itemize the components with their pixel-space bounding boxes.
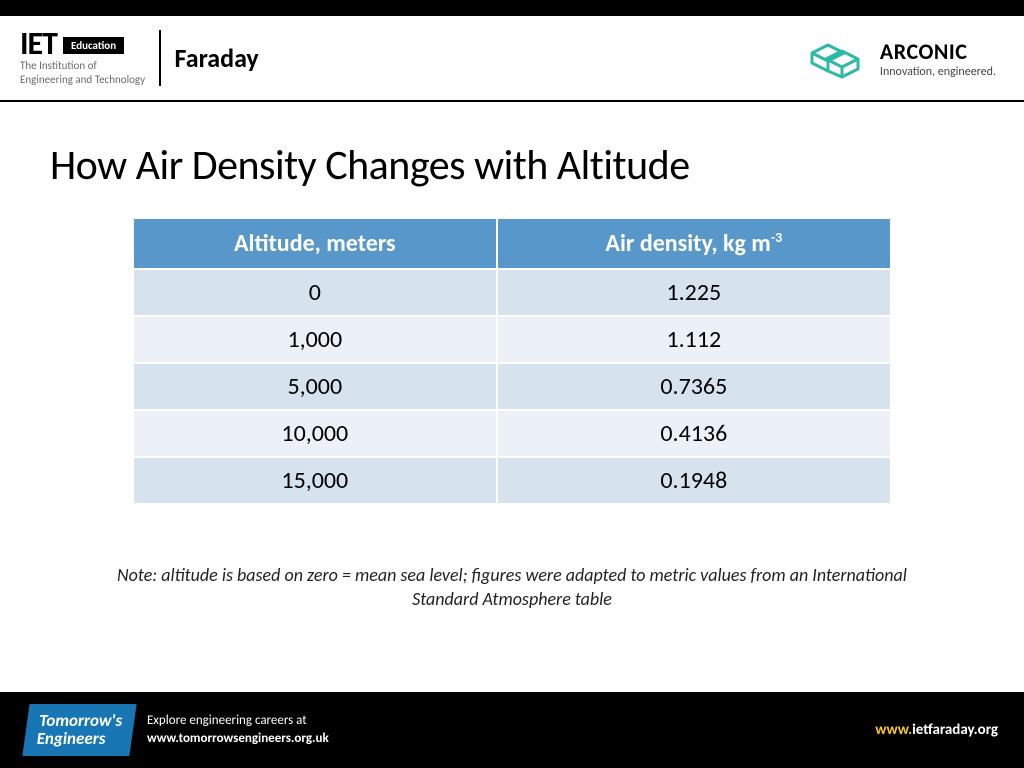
iet-logo: IET Education The Institution of Enginee… <box>20 30 145 87</box>
table-cell: 0.4136 <box>497 410 891 457</box>
arconic-tagline: Innovation, engineered. <box>880 65 996 79</box>
iet-mark: IET <box>20 30 57 59</box>
col-header-density: Air density, kg m-3 <box>497 218 891 269</box>
footer-left: Tomorrow's Engineers Explore engineering… <box>26 704 329 756</box>
footer-url: www.ietfaraday.org <box>875 721 998 739</box>
table-row: 10,0000.4136 <box>133 410 891 457</box>
air-density-table: Altitude, meters Air density, kg m-3 01.… <box>132 217 892 505</box>
footer-explore: Explore engineering careers at www.tomor… <box>147 712 329 747</box>
table-cell: 1.225 <box>497 269 891 316</box>
explore-line1: Explore engineering careers at <box>147 712 329 730</box>
main-content: How Air Density Changes with Altitude Al… <box>0 102 1024 692</box>
header: IET Education The Institution of Enginee… <box>0 16 1024 102</box>
arconic-icon <box>804 37 866 79</box>
table-cell: 5,000 <box>133 363 497 410</box>
explore-line2: www.tomorrowsengineers.org.uk <box>147 730 329 748</box>
iet-logo-block: IET Education The Institution of Enginee… <box>20 30 259 87</box>
table-row: 1,0001.112 <box>133 316 891 363</box>
table-cell: 15,000 <box>133 457 497 504</box>
table-row: 15,0000.1948 <box>133 457 891 504</box>
table-cell: 1,000 <box>133 316 497 363</box>
table-cell: 0 <box>133 269 497 316</box>
top-black-bar <box>0 0 1024 16</box>
table-row: 01.225 <box>133 269 891 316</box>
table-body: 01.2251,0001.1125,0000.736510,0000.41361… <box>133 269 891 504</box>
faraday-label: Faraday <box>175 42 259 74</box>
table-cell: 10,000 <box>133 410 497 457</box>
table-cell: 0.7365 <box>497 363 891 410</box>
logo-divider <box>159 30 161 86</box>
iet-subtitle-2: Engineering and Technology <box>20 74 145 86</box>
table-cell: 0.1948 <box>497 457 891 504</box>
table-cell: 1.112 <box>497 316 891 363</box>
footnote: Note: altitude is based on zero = mean s… <box>50 563 974 612</box>
col-header-density-sup: -3 <box>771 229 782 246</box>
url-rest: ietfaraday.org <box>912 721 998 739</box>
table-header-row: Altitude, meters Air density, kg m-3 <box>133 218 891 269</box>
footer: Tomorrow's Engineers Explore engineering… <box>0 692 1024 768</box>
te-line2: Engineers <box>37 730 120 748</box>
col-header-altitude: Altitude, meters <box>133 218 497 269</box>
col-header-density-text: Air density, kg m <box>605 229 770 258</box>
arconic-logo-block: ARCONIC Innovation, engineered. <box>804 37 996 79</box>
url-prefix: www. <box>875 721 912 739</box>
education-badge: Education <box>63 37 124 54</box>
page-title: How Air Density Changes with Altitude <box>50 140 974 191</box>
arconic-name: ARCONIC <box>880 38 996 65</box>
table-row: 5,0000.7365 <box>133 363 891 410</box>
tomorrows-engineers-badge: Tomorrow's Engineers <box>22 704 136 756</box>
arconic-text: ARCONIC Innovation, engineered. <box>880 38 996 79</box>
